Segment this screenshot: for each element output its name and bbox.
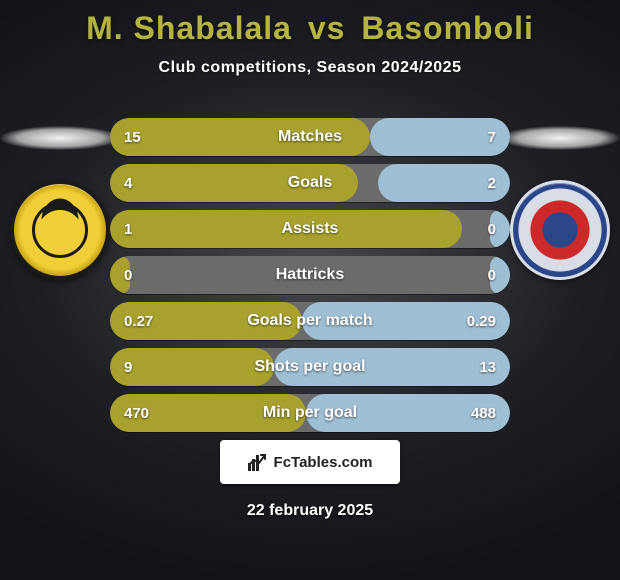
player-left-panel <box>0 126 120 280</box>
stat-label: Matches <box>110 118 510 156</box>
stat-value-right: 0.29 <box>467 302 496 340</box>
stat-row: Goals4 2 <box>110 164 510 202</box>
stat-label: Goals per match <box>110 302 510 340</box>
stat-rows: Matches157Goals42Assists10Hattricks00Goa… <box>110 118 510 440</box>
stat-value-right: 13 <box>479 348 496 386</box>
stat-label: Assists <box>110 210 510 248</box>
stat-label: Shots per goal <box>110 348 510 386</box>
title-player2: Basomboli <box>361 10 534 46</box>
stat-row: Goals per match0.27 0.29 <box>110 302 510 340</box>
team-crest-right <box>510 180 610 280</box>
brand-pill: FcTables.com <box>220 440 400 484</box>
stat-row: Assists1 0 <box>110 210 510 248</box>
comparison-subtitle: Club competitions, Season 2024/2025 <box>0 59 620 77</box>
stat-row: Shots per goal9 13 <box>110 348 510 386</box>
player-left-pedestal <box>0 126 120 150</box>
stat-label: Hattricks <box>110 256 510 294</box>
player-right-pedestal <box>500 126 620 150</box>
stat-value-left: 15 <box>124 118 141 156</box>
player-right-panel <box>500 126 620 280</box>
stat-value-left: 1 <box>124 210 132 248</box>
stat-value-right: 0 <box>488 256 496 294</box>
stat-value-left: 0.27 <box>124 302 153 340</box>
brand-name: FcTables.com <box>274 454 373 471</box>
stat-label: Min per goal <box>110 394 510 432</box>
brand-logo-icon <box>248 453 268 471</box>
comparison-date: 22 february 2025 <box>0 502 620 520</box>
stat-value-left: 9 <box>124 348 132 386</box>
comparison-title: M. Shabalala vs Basomboli <box>0 0 620 47</box>
title-player1: M. Shabalala <box>86 10 292 46</box>
title-vs: vs <box>308 10 346 46</box>
stat-value-left: 470 <box>124 394 149 432</box>
stat-value-left: 4 <box>124 164 132 202</box>
stat-label: Goals <box>110 164 510 202</box>
stat-value-right: 7 <box>488 118 496 156</box>
stat-value-right: 2 <box>488 164 496 202</box>
stat-row: Matches15 7 <box>110 118 510 156</box>
team-crest-left <box>10 180 110 280</box>
stat-row: Min per goal470 488 <box>110 394 510 432</box>
stat-value-left: 0 <box>124 256 132 294</box>
stat-value-right: 0 <box>488 210 496 248</box>
stat-value-right: 488 <box>471 394 496 432</box>
stat-row: Hattricks0 0 <box>110 256 510 294</box>
